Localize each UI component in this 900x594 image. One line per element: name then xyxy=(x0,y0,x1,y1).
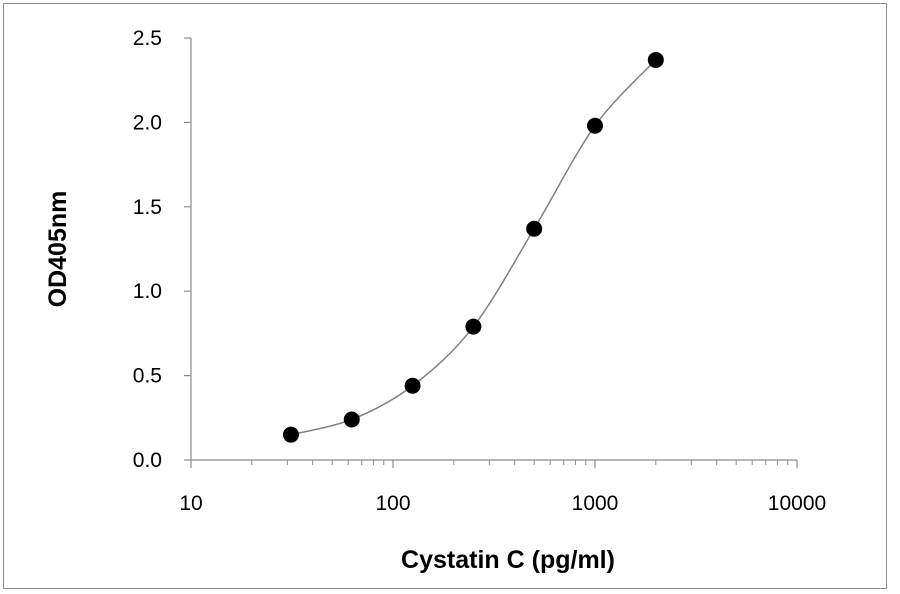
x-tick-label: 100 xyxy=(375,492,410,515)
x-tick-label: 10000 xyxy=(768,492,826,515)
x-tick-label: 1000 xyxy=(572,492,619,515)
chart-frame xyxy=(3,3,887,589)
data-point xyxy=(526,220,543,237)
data-point xyxy=(404,377,421,394)
y-tick-label: 0.5 xyxy=(133,365,162,388)
y-tick-label: 1.5 xyxy=(133,196,162,219)
x-axis-title: Cystatin C (pg/ml) xyxy=(401,546,615,574)
ticks-layer xyxy=(184,37,798,468)
data-point xyxy=(587,117,603,134)
x-tick-label: 10 xyxy=(179,492,202,515)
y-tick-label: 1.0 xyxy=(133,280,162,303)
y-axis-title: OD405nm xyxy=(44,191,72,308)
fit-curve xyxy=(290,59,657,436)
x-tick-labels: 10 100 1000 10000 xyxy=(179,492,826,515)
data-points-layer xyxy=(282,51,664,443)
axes-layer xyxy=(190,38,797,461)
data-point xyxy=(343,411,360,428)
y-tick-label: 2.5 xyxy=(133,27,162,50)
data-point xyxy=(647,51,664,68)
y-tick-label: 2.0 xyxy=(133,111,162,134)
data-point xyxy=(465,318,482,335)
y-tick-labels: 0.0 0.5 1.0 1.5 2.0 2.5 xyxy=(133,27,162,472)
y-tick-label: 0.0 xyxy=(133,449,162,472)
fit-curve-layer xyxy=(290,59,657,436)
data-point xyxy=(282,426,299,443)
